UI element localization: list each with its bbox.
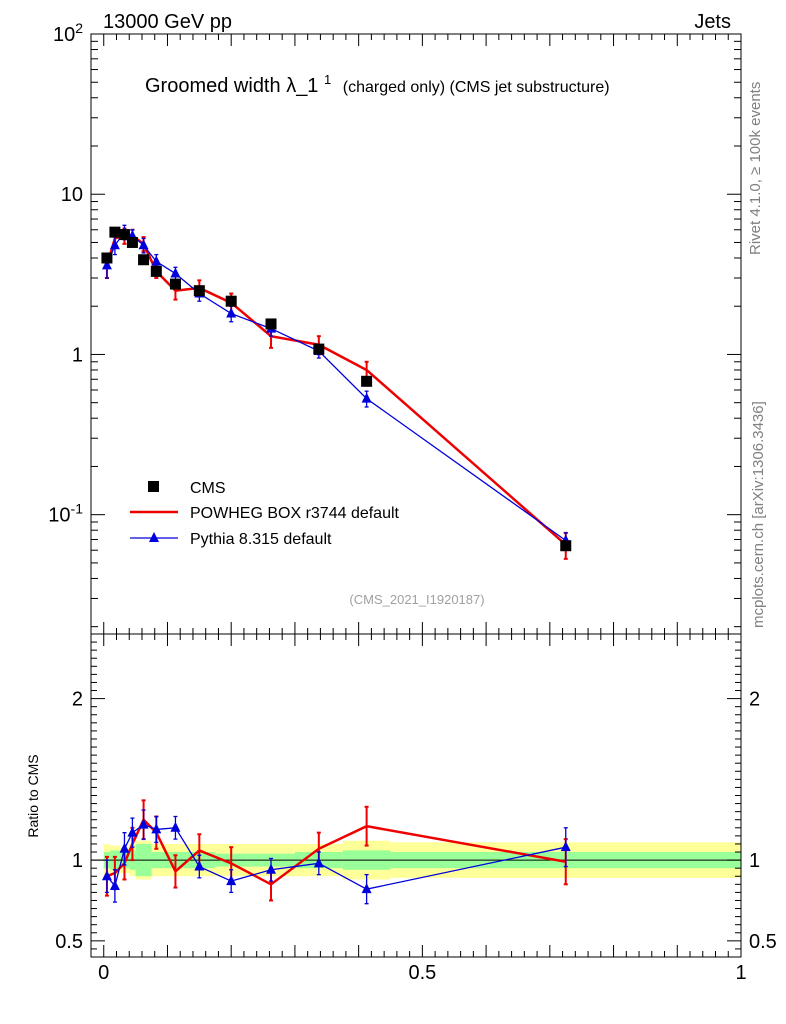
legend-marker-pythia xyxy=(149,532,159,542)
plot-title: Groomed width λ_1 1 (charged only) (CMS … xyxy=(145,67,610,97)
ratio-y-tick-label-right: 1 xyxy=(749,850,760,872)
pythia-point xyxy=(101,259,112,270)
main-y-tick-label: 10-1 xyxy=(48,501,83,527)
title-subtitle: (charged only) (CMS jet substructure) xyxy=(343,79,610,96)
ratio-pythia-point xyxy=(101,870,112,881)
pythia-point xyxy=(361,392,372,403)
main-y-tick-label: 10 xyxy=(61,184,83,206)
x-tick-label: 1 xyxy=(735,962,746,984)
ratio-y-tick-label: 2 xyxy=(72,689,83,711)
cms-point xyxy=(138,254,150,266)
cms-point xyxy=(109,226,121,238)
cms-point xyxy=(150,265,162,277)
pythia-point xyxy=(138,239,149,250)
rivet-label: Rivet 4.1.0, ≥ 100k events xyxy=(747,82,764,255)
data-series xyxy=(101,224,572,905)
cms-point xyxy=(101,252,113,264)
ratio-pythia-point xyxy=(109,879,120,890)
cms-point xyxy=(313,343,325,355)
main-y-tick-label: 1 xyxy=(72,344,83,366)
cms-point xyxy=(169,278,181,290)
cms-point xyxy=(361,375,373,387)
ratio-pythia-point xyxy=(560,841,571,852)
legend-label-cms: CMS xyxy=(190,480,226,497)
pythia-point xyxy=(170,267,181,278)
ratio-y-tick-label-right: 0.5 xyxy=(749,931,777,953)
ratio-pythia-point xyxy=(138,818,149,829)
x-tick-label: 0.5 xyxy=(408,962,436,984)
main-y-tick-label: 102 xyxy=(53,20,83,46)
header-left: 13000 GeV pp xyxy=(103,11,232,33)
title-main: Groomed width xyxy=(145,75,281,97)
cms-point xyxy=(560,540,572,552)
title-superscript: 1 xyxy=(324,72,331,87)
ratio-y-tick-label-right: 2 xyxy=(749,689,760,711)
ratio-pythia-point xyxy=(170,821,181,832)
legend: CMS POWHEG BOX r3744 default Pythia 8.31… xyxy=(130,480,400,548)
tick-exponent: 2 xyxy=(75,20,83,36)
ratio-pythia-point xyxy=(151,823,162,834)
ratio-pythia-point xyxy=(194,860,205,871)
main-frame xyxy=(90,33,742,635)
legend-label-pythia: Pythia 8.315 default xyxy=(190,531,332,548)
x-tick-label: 0 xyxy=(98,962,109,984)
header-right: Jets xyxy=(694,11,731,33)
ratio-y-tick-label: 1 xyxy=(72,850,83,872)
ratio-pythia-point xyxy=(119,842,130,853)
title-lambda: λ_1 xyxy=(286,75,318,97)
legend-label-powheg: POWHEG BOX r3744 default xyxy=(190,505,400,522)
cms-point xyxy=(126,236,138,248)
ratio-ylabel: Ratio to CMS xyxy=(25,754,41,837)
pythia-point xyxy=(226,307,237,318)
ratio-pythia-point xyxy=(266,863,277,874)
ratio-y-tick-label: 0.5 xyxy=(55,931,83,953)
ratio-pythia-point xyxy=(361,883,372,894)
ratio-pythia-point xyxy=(313,857,324,868)
mcplots-label: mcplots.cern.ch [arXiv:1306.3436] xyxy=(750,401,767,628)
cms-point xyxy=(265,318,277,330)
tick-exponent: -1 xyxy=(71,501,84,517)
cms-point xyxy=(118,229,130,241)
pythia-point xyxy=(109,239,120,250)
analysis-watermark: (CMS_2021_I1920187) xyxy=(349,592,484,607)
ratio-pythia-point xyxy=(127,826,138,837)
ratio-pythia-point xyxy=(226,875,237,886)
cms-point xyxy=(225,295,237,307)
legend-marker-cms xyxy=(148,481,159,492)
cms-point xyxy=(193,285,205,297)
ratio-frame xyxy=(90,633,742,958)
pythia-point xyxy=(151,255,162,266)
